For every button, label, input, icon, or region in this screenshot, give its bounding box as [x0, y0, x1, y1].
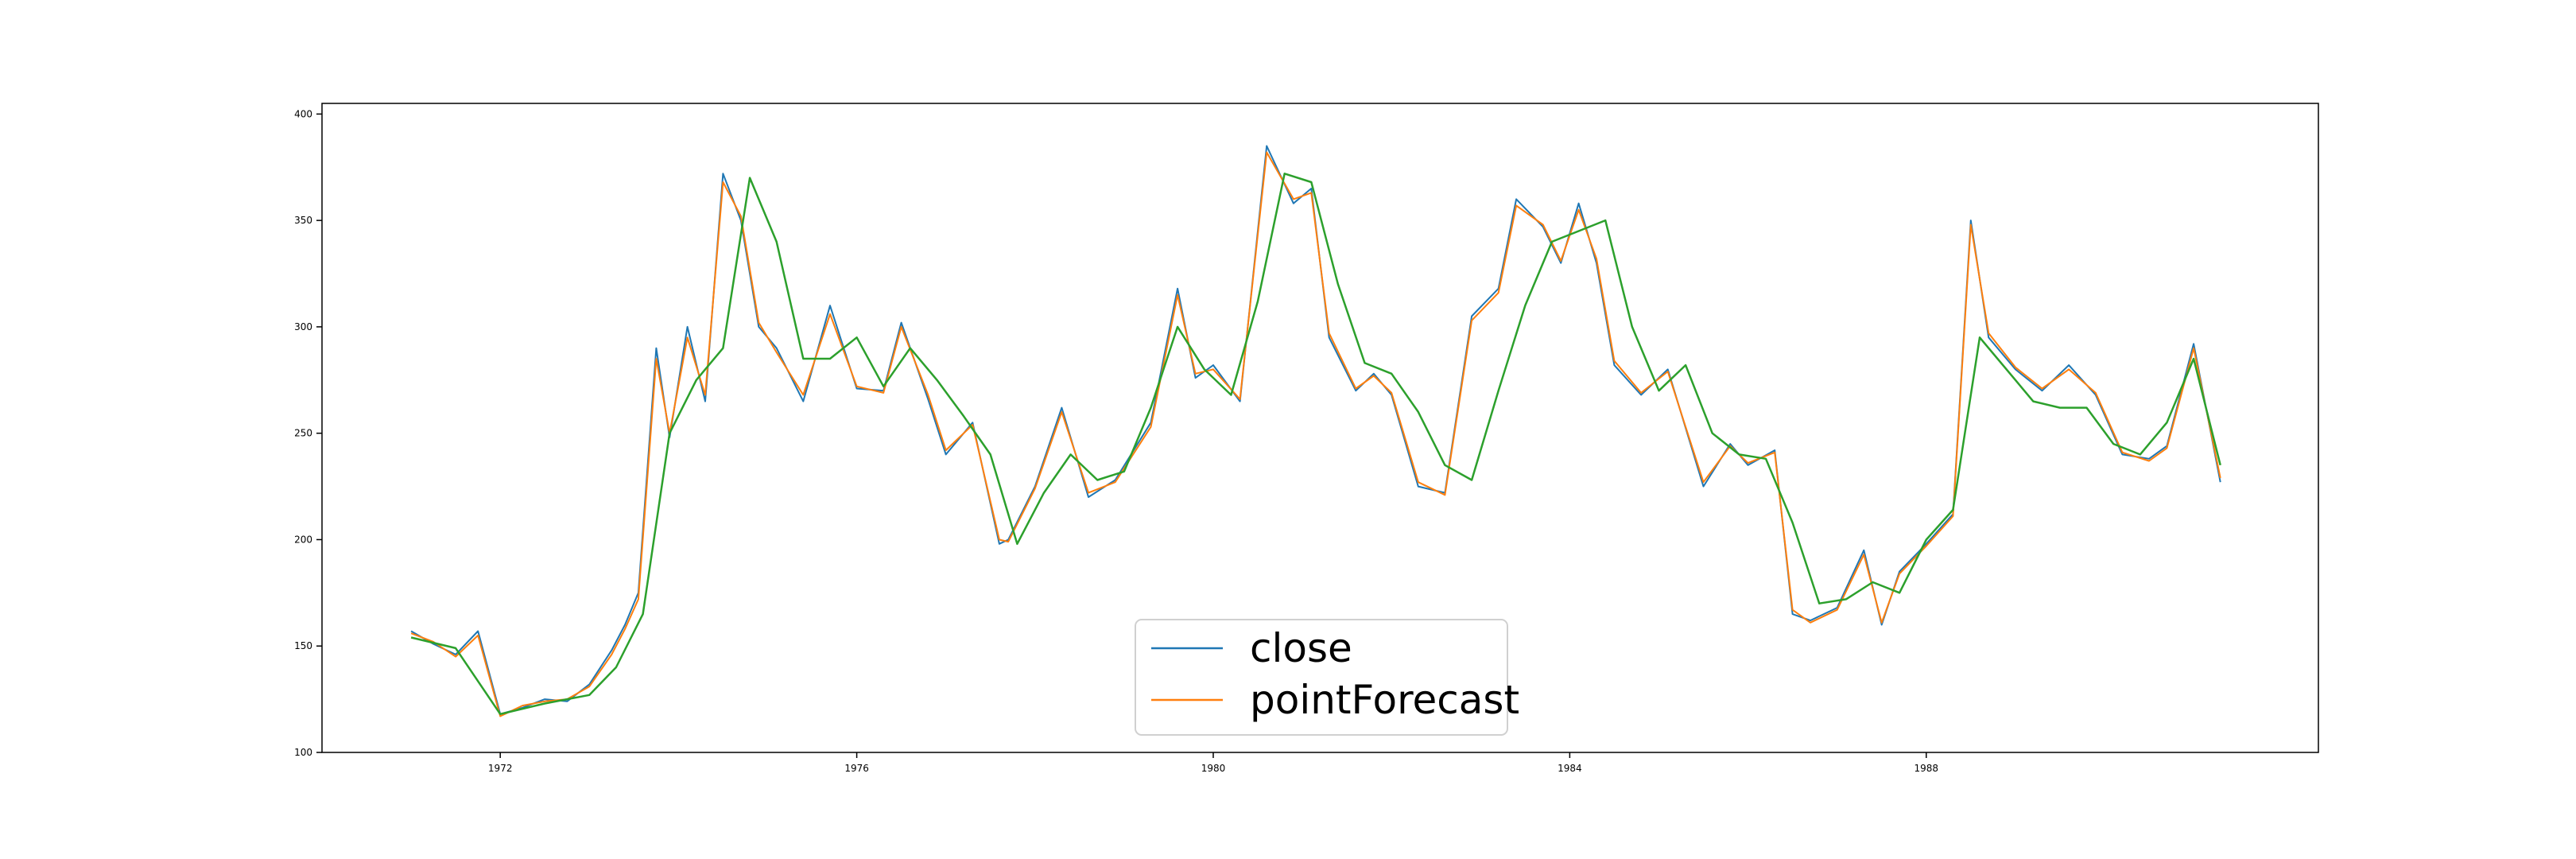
y-tick-label: 100 — [294, 747, 312, 758]
y-tick-label: 200 — [294, 534, 312, 545]
x-tick-label: 1988 — [1914, 763, 1938, 774]
x-tick-label: 1972 — [488, 763, 513, 774]
x-tick-label: 1984 — [1558, 763, 1582, 774]
y-tick-label: 150 — [294, 640, 312, 651]
legend-box — [1135, 619, 1508, 736]
x-tick-label: 1976 — [844, 763, 869, 774]
x-axis: 1972 1976 1980 1984 1988 — [488, 752, 1938, 774]
y-tick-label: 400 — [294, 108, 312, 119]
series-line-smoothed — [410, 173, 2221, 716]
series-layer — [410, 145, 2221, 717]
plot-area-frame — [321, 103, 2319, 753]
x-tick-label: 1980 — [1201, 763, 1226, 774]
y-tick-label: 350 — [294, 215, 312, 226]
y-tick-label: 250 — [294, 428, 312, 439]
y-axis: 100 150 200 250 300 350 400 — [294, 108, 322, 758]
legend: close pointForecast — [1135, 619, 1519, 736]
legend-label-pointforecast: pointForecast — [1250, 677, 1519, 723]
y-tick-label: 300 — [294, 321, 312, 332]
legend-label-close: close — [1250, 625, 1352, 671]
